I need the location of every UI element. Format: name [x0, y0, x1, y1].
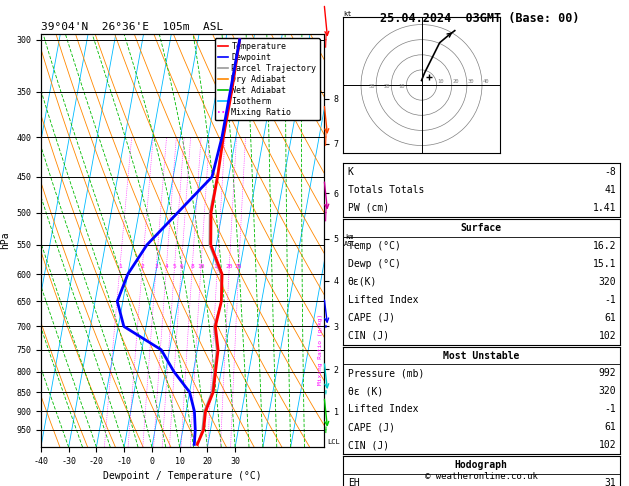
Text: 8: 8	[190, 263, 194, 269]
Text: 10: 10	[197, 263, 204, 269]
Text: 30: 30	[467, 79, 474, 84]
Text: 15.1: 15.1	[593, 259, 616, 269]
Text: 3: 3	[154, 263, 158, 269]
Text: © weatheronline.co.uk: © weatheronline.co.uk	[425, 472, 538, 481]
Text: 5: 5	[172, 263, 176, 269]
Text: Temp (°C): Temp (°C)	[348, 241, 401, 251]
Text: Most Unstable: Most Unstable	[443, 350, 520, 361]
Text: 20: 20	[383, 84, 390, 89]
Text: 10: 10	[398, 84, 405, 89]
Text: kt: kt	[343, 11, 352, 17]
Text: PW (cm): PW (cm)	[348, 203, 389, 213]
Text: Surface: Surface	[460, 223, 502, 233]
Text: 30: 30	[368, 84, 375, 89]
Text: -8: -8	[604, 167, 616, 177]
Text: 39°04'N  26°36'E  105m  ASL: 39°04'N 26°36'E 105m ASL	[41, 22, 223, 32]
Text: 25.04.2024  03GMT (Base: 00): 25.04.2024 03GMT (Base: 00)	[380, 12, 579, 25]
Text: 102: 102	[599, 330, 616, 341]
Text: -1: -1	[604, 295, 616, 305]
Text: 20: 20	[452, 79, 459, 84]
Text: CAPE (J): CAPE (J)	[348, 422, 395, 433]
Text: Lifted Index: Lifted Index	[348, 404, 418, 415]
X-axis label: Dewpoint / Temperature (°C): Dewpoint / Temperature (°C)	[103, 471, 262, 482]
Text: 41: 41	[604, 185, 616, 195]
Text: Lifted Index: Lifted Index	[348, 295, 418, 305]
Text: 61: 61	[604, 422, 616, 433]
Text: Dewp (°C): Dewp (°C)	[348, 259, 401, 269]
Text: 16.2: 16.2	[593, 241, 616, 251]
Text: 25: 25	[235, 263, 242, 269]
Text: 61: 61	[604, 312, 616, 323]
Text: 2: 2	[140, 263, 144, 269]
Text: CIN (J): CIN (J)	[348, 440, 389, 451]
Text: Totals Totals: Totals Totals	[348, 185, 424, 195]
Text: 1.41: 1.41	[593, 203, 616, 213]
Text: θε(K): θε(K)	[348, 277, 377, 287]
Text: 320: 320	[599, 386, 616, 397]
Text: CIN (J): CIN (J)	[348, 330, 389, 341]
Text: 10: 10	[437, 79, 444, 84]
Text: 20: 20	[225, 263, 233, 269]
Text: Mixing Ratio (g/kg): Mixing Ratio (g/kg)	[318, 314, 323, 385]
Legend: Temperature, Dewpoint, Parcel Trajectory, Dry Adiabat, Wet Adiabat, Isotherm, Mi: Temperature, Dewpoint, Parcel Trajectory…	[214, 38, 320, 121]
Text: 6: 6	[179, 263, 183, 269]
Text: 4: 4	[164, 263, 168, 269]
Text: 15: 15	[213, 263, 221, 269]
Text: θε (K): θε (K)	[348, 386, 383, 397]
Text: K: K	[348, 167, 353, 177]
Text: 992: 992	[599, 368, 616, 379]
Y-axis label: hPa: hPa	[1, 232, 11, 249]
Text: 1: 1	[118, 263, 121, 269]
Text: 40: 40	[482, 79, 489, 84]
Text: 31: 31	[604, 478, 616, 486]
Y-axis label: km
ASL: km ASL	[343, 234, 356, 247]
Text: CAPE (J): CAPE (J)	[348, 312, 395, 323]
Text: LCL: LCL	[327, 439, 340, 445]
Text: Pressure (mb): Pressure (mb)	[348, 368, 424, 379]
Text: EH: EH	[348, 478, 360, 486]
Text: 320: 320	[599, 277, 616, 287]
Text: -1: -1	[604, 404, 616, 415]
Text: 102: 102	[599, 440, 616, 451]
Text: Hodograph: Hodograph	[455, 460, 508, 470]
